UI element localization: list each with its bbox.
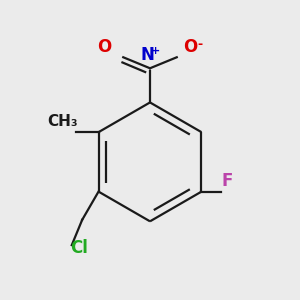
Text: O: O <box>183 38 197 56</box>
Text: O: O <box>97 38 111 56</box>
Text: Cl: Cl <box>70 239 88 257</box>
Text: -: - <box>197 38 202 51</box>
Text: CH₃: CH₃ <box>47 114 78 129</box>
Text: F: F <box>221 172 233 190</box>
Text: N: N <box>140 46 154 64</box>
Text: +: + <box>151 46 160 56</box>
